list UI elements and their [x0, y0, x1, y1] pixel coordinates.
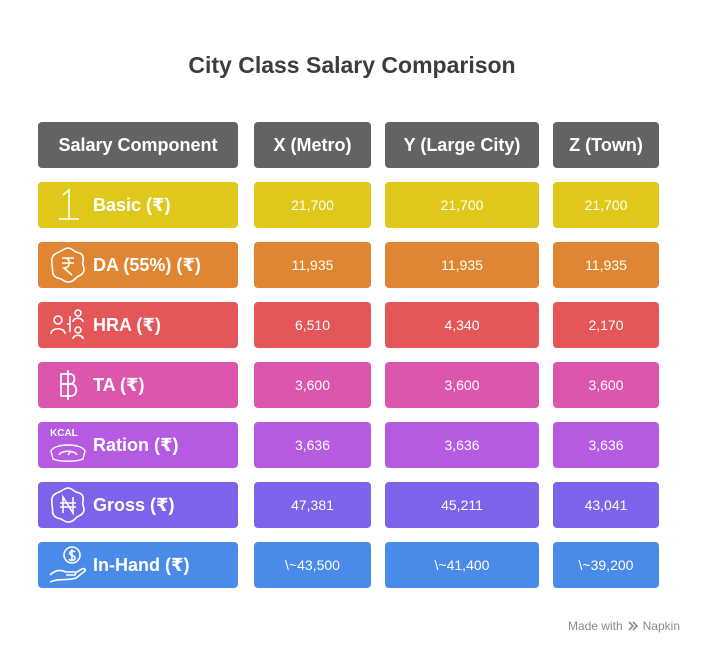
header-z-town: Z (Town)	[553, 122, 659, 168]
cell-basic-x-metro: 21,700	[254, 182, 371, 228]
cell-ration-y-large-city: 3,636	[385, 422, 539, 468]
cell-in-hand-x-metro: \~43,500	[254, 542, 371, 588]
cell-basic-z-town: 21,700	[553, 182, 659, 228]
rupee-badge-icon	[48, 245, 88, 285]
row-label-hra: HRA (₹)	[38, 302, 238, 348]
hand-coin-icon	[48, 545, 88, 585]
footer-credit: Made with Napkin	[568, 619, 680, 633]
header-y-large-city: Y (Large City)	[385, 122, 539, 168]
baht-icon	[48, 365, 88, 405]
cell-hra-y-large-city: 4,340	[385, 302, 539, 348]
cell-da-55-y-large-city: 11,935	[385, 242, 539, 288]
row-label-ration: KCAL Ration (₹)	[38, 422, 238, 468]
row-label-text: HRA (₹)	[93, 314, 161, 335]
cell-in-hand-z-town: \~39,200	[553, 542, 659, 588]
row-label-text: Gross (₹)	[93, 494, 175, 515]
cell-ration-x-metro: 3,636	[254, 422, 371, 468]
cell-ta-x-metro: 3,600	[254, 362, 371, 408]
number-one-icon	[48, 185, 88, 225]
row-label-in-hand: In-Hand (₹)	[38, 542, 238, 588]
cell-ta-z-town: 3,600	[553, 362, 659, 408]
cell-in-hand-y-large-city: \~41,400	[385, 542, 539, 588]
kcal-scale-icon: KCAL	[48, 425, 88, 465]
row-label-da-55: DA (55%) (₹)	[38, 242, 238, 288]
napkin-brand-text: Napkin	[642, 619, 680, 633]
row-label-text: TA (₹)	[93, 374, 145, 395]
row-label-gross: Gross (₹)	[38, 482, 238, 528]
row-label-ta: TA (₹)	[38, 362, 238, 408]
cell-da-55-z-town: 11,935	[553, 242, 659, 288]
cell-basic-y-large-city: 21,700	[385, 182, 539, 228]
cell-gross-z-town: 43,041	[553, 482, 659, 528]
cell-da-55-x-metro: 11,935	[254, 242, 371, 288]
cell-gross-y-large-city: 45,211	[385, 482, 539, 528]
row-label-text: DA (55%) (₹)	[93, 254, 201, 275]
cell-hra-z-town: 2,170	[553, 302, 659, 348]
cell-hra-x-metro: 6,510	[254, 302, 371, 348]
header-x-metro: X (Metro)	[254, 122, 371, 168]
page-title: City Class Salary Comparison	[188, 52, 516, 78]
napkin-logo-icon	[628, 621, 638, 631]
row-label-text: Ration (₹)	[93, 434, 179, 455]
cell-ta-y-large-city: 3,600	[385, 362, 539, 408]
cell-gross-x-metro: 47,381	[254, 482, 371, 528]
naira-badge-icon	[48, 485, 88, 525]
row-label-text: In-Hand (₹)	[93, 554, 190, 575]
header-salary-component: Salary Component	[38, 122, 238, 168]
people-network-icon	[48, 305, 88, 345]
made-with-text: Made with	[567, 619, 623, 633]
row-label-text: Basic (₹)	[93, 194, 171, 215]
cell-ration-z-town: 3,636	[553, 422, 659, 468]
svg-text:KCAL: KCAL	[50, 428, 78, 439]
row-label-basic: Basic (₹)	[38, 182, 238, 228]
